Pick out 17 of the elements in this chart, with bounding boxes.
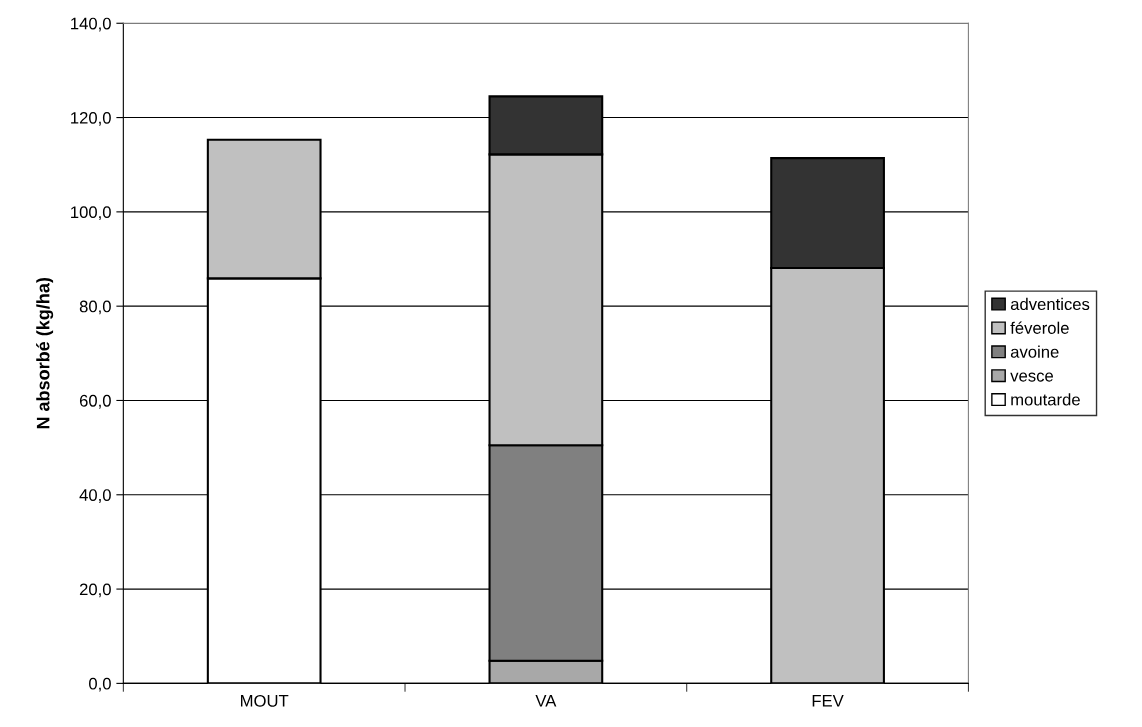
legend-label: avoine [1010,345,1059,358]
y-tick-label: 100,0 [71,206,111,221]
y-tick-label: 40,0 [79,489,111,503]
legend-label: féverole [1010,321,1069,334]
x-tick-label: MOUT [241,694,289,707]
y-tick-label: 80,0 [79,300,111,315]
legend-label: adventices [1010,297,1090,311]
y-tick-label: 60,0 [79,394,111,409]
y-tick-label: 120,0 [71,111,111,126]
y-tick-label: 20,0 [79,583,111,598]
x-tick-label: FEV [812,695,844,707]
legend-label: moutarde [1011,393,1080,406]
y-axis-title: N absorbé (kg/ha) [36,277,54,429]
legend-label: vesce [1010,372,1053,382]
y-tick-label: 140,0 [71,17,111,32]
y-tick-label: 0,0 [89,677,111,692]
x-tick-label: VA [535,695,557,707]
